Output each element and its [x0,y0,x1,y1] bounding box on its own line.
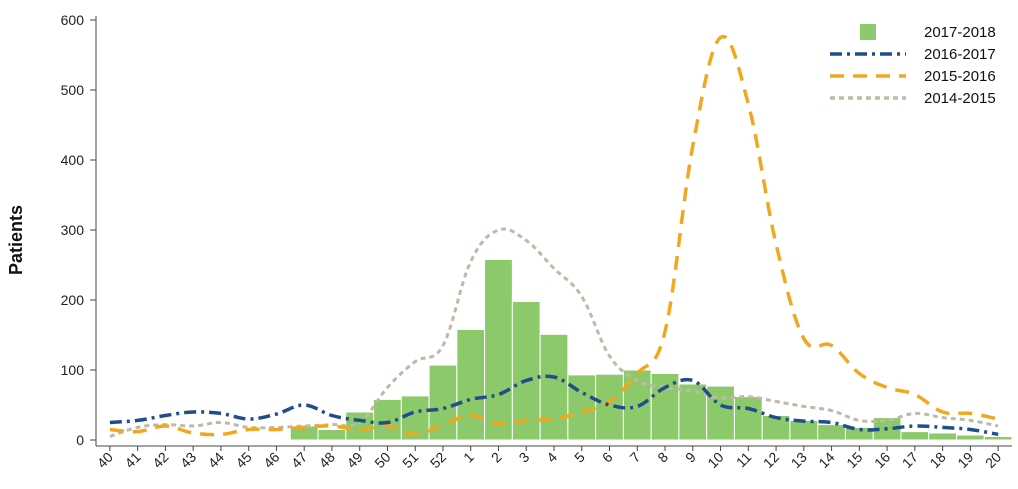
y-axis-label: Patients [6,205,26,275]
y-tick-label: 400 [61,152,85,168]
x-tick-label: 2 [488,449,505,466]
x-tick-label: 44 [205,449,227,471]
bar-14 [817,424,846,441]
y-tick-label: 600 [61,12,85,28]
line-2014-2015 [109,227,999,438]
x-tick-label: 8 [654,449,671,466]
legend-label: 2017-2018 [924,24,996,41]
bar-12 [761,415,791,441]
x-tick-label: 16 [871,449,893,471]
y-tick-label: 100 [61,362,85,378]
x-tick-label: 20 [982,449,1004,471]
bar-4 [539,333,569,441]
x-tick-label: 52 [427,449,449,471]
x-tick-label: 13 [788,449,810,471]
y-tick-label: 500 [61,82,85,98]
bar-20 [983,436,1013,441]
x-tick-label: 11 [733,449,755,471]
bar-13 [789,419,819,441]
bar-series-group [289,258,1013,441]
x-tick-label: 43 [177,449,199,471]
bar-3 [511,300,541,441]
bar-9 [678,383,708,441]
x-tick-label: 47 [288,449,310,471]
x-tick-label: 50 [371,449,393,471]
x-tick-label: 46 [260,449,282,471]
bar-1 [456,328,486,441]
legend-label: 2015-2016 [924,68,996,85]
x-tick-label: 7 [627,449,644,466]
y-tick-label: 200 [61,292,85,308]
x-tick-label: 9 [682,449,699,466]
y-tick-label: 300 [61,222,85,238]
x-tick-label: 18 [926,449,948,471]
bar-49 [345,411,375,441]
x-tick-label: 15 [843,449,865,471]
x-tick-label: 4 [543,449,560,466]
line-series-group [109,34,999,438]
x-tick-label: 17 [899,449,921,471]
x-tick-label: 5 [571,449,588,466]
x-tick-label: 41 [121,449,143,471]
x-tick-label: 42 [149,449,171,471]
bar-19 [955,434,985,441]
bar-2 [484,258,513,441]
bar-18 [928,432,957,441]
legend-label: 2014-2015 [924,90,996,107]
x-tick-label: 51 [399,449,421,471]
line-2015-2016 [109,34,999,437]
legend-swatch-2017-2018 [860,24,876,40]
legend: 2017-2018 2016-2017 2015-2016 2014-2015 [830,24,996,107]
x-tick-label: 40 [94,449,116,471]
x-tick-label: 3 [516,449,533,466]
x-tick-label: 45 [232,449,254,471]
x-tick-label: 6 [599,449,616,466]
bar-17 [900,431,930,441]
x-tick-label: 19 [954,449,976,471]
x-tick-label: 12 [760,449,782,471]
x-tick-label: 1 [460,449,477,466]
line-2016-2017 [109,374,999,437]
x-tick-label: 14 [815,449,837,471]
x-tick-label: 49 [343,449,365,471]
legend-label: 2016-2017 [924,46,996,63]
bar-48 [317,429,347,441]
x-tick-label: 48 [316,449,338,471]
x-tick-label: 10 [704,449,726,471]
y-tick-label: 0 [76,432,84,448]
bar-11 [733,396,763,441]
